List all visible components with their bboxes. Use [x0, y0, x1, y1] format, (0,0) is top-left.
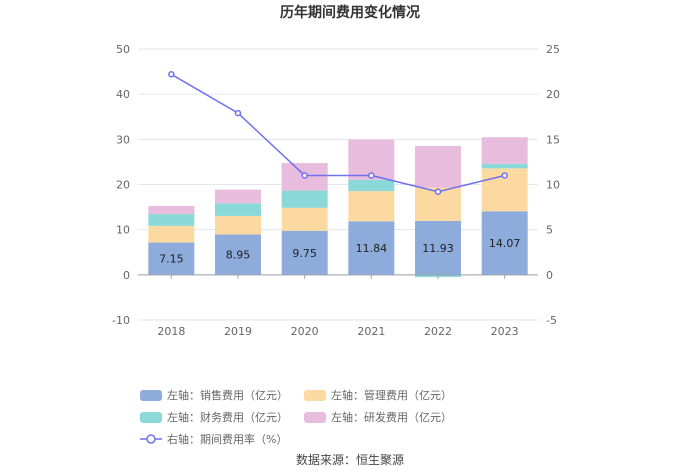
bar-value-label: 11.84	[356, 242, 388, 255]
bar-value-label: 8.95	[226, 249, 251, 262]
legend-label-sales: 左轴：销售费用（亿元）	[167, 389, 288, 402]
legend-item-admin[interactable]: 左轴：管理费用（亿元）	[304, 388, 452, 402]
bar-segment	[481, 211, 528, 275]
bar-segment	[481, 137, 528, 164]
chart-title: 历年期间费用变化情况	[280, 5, 420, 21]
bar-segment	[148, 205, 195, 215]
y-right-tick-label: 10	[546, 179, 560, 192]
y-right-tick-label: 5	[546, 224, 553, 237]
legend-label-admin: 左轴：管理费用（亿元）	[331, 389, 452, 402]
x-tick-label: 2018	[157, 325, 185, 338]
bar-segment	[348, 221, 395, 275]
y-right-tick-label: 20	[546, 88, 560, 101]
y-right-tick-label: 0	[546, 269, 553, 282]
rate-line	[170, 73, 505, 193]
bar-value-label: 9.75	[292, 247, 317, 260]
legend-label-finance: 左轴：财务费用（亿元）	[167, 411, 288, 424]
bar-segment	[148, 214, 195, 226]
x-tick-label: 2023	[491, 325, 519, 338]
legend-item-finance[interactable]: 左轴：财务费用（亿元）	[140, 410, 288, 424]
bar-value-label: 11.93	[422, 242, 454, 255]
y-left-tick-label: 50	[116, 43, 130, 56]
bar-segment	[281, 190, 328, 208]
legend-swatch-rate	[140, 434, 162, 444]
y-left-tick-label: 10	[116, 224, 130, 237]
bar-segment	[148, 242, 195, 275]
bar-segment	[215, 234, 261, 275]
rate-point	[434, 188, 442, 195]
bar-segment	[215, 215, 261, 235]
legend-swatch-finance	[140, 411, 162, 423]
rate-point	[168, 71, 175, 78]
rate-point	[501, 172, 508, 179]
y-left-tick-label: 0	[123, 269, 130, 282]
x-tick-label: 2020	[291, 325, 319, 338]
legend-label-rate: 右轴：期间费用率（%）	[167, 433, 288, 446]
data-source: 数据来源：恒生聚源	[295, 453, 404, 467]
legend-swatch-sales	[140, 389, 162, 401]
legend-item-sales[interactable]: 左轴：销售费用（亿元）	[140, 388, 288, 402]
bar-segment	[281, 207, 328, 231]
x-tick-label: 2021	[357, 325, 385, 338]
legend-item-rate[interactable]: 右轴：期间费用率（%）	[140, 432, 287, 446]
bar-segment	[215, 203, 261, 216]
bar-segment	[348, 179, 395, 192]
bar-segment	[148, 225, 195, 243]
x-tick-label: 2022	[424, 325, 452, 338]
bar-value-label: 7.15	[159, 253, 184, 266]
bar-segment	[415, 220, 461, 275]
bar-segment	[348, 191, 395, 222]
y-right-tick-label: 15	[546, 133, 560, 146]
bar-segment	[215, 189, 261, 204]
rate-point	[301, 172, 308, 179]
bar-segment	[481, 163, 528, 169]
bar-value-label: 14.07	[489, 237, 521, 250]
legend-item-rnd[interactable]: 左轴：研发费用（亿元）	[304, 410, 452, 424]
y-left-tick-label: -10	[112, 314, 130, 327]
legend-label-rnd: 左轴：研发费用（亿元）	[331, 411, 452, 424]
y-right-tick-label: -5	[546, 314, 557, 327]
x-tick-label: 2019	[224, 325, 252, 338]
legend-swatch-rnd	[304, 411, 326, 423]
rate-point	[368, 172, 375, 179]
bar-segment	[281, 230, 328, 275]
y-left-tick-label: 20	[116, 179, 130, 192]
bar-segment	[415, 145, 461, 188]
y-left-tick-label: 40	[116, 88, 130, 101]
y-right-tick-label: 25	[546, 43, 560, 56]
rate-point	[234, 109, 242, 117]
legend: 左轴：销售费用（亿元） 左轴：管理费用（亿元） 左轴：财务费用（亿元） 左轴：研…	[140, 388, 580, 446]
y-left-tick-label: 30	[116, 133, 130, 146]
legend-swatch-admin	[304, 389, 326, 401]
